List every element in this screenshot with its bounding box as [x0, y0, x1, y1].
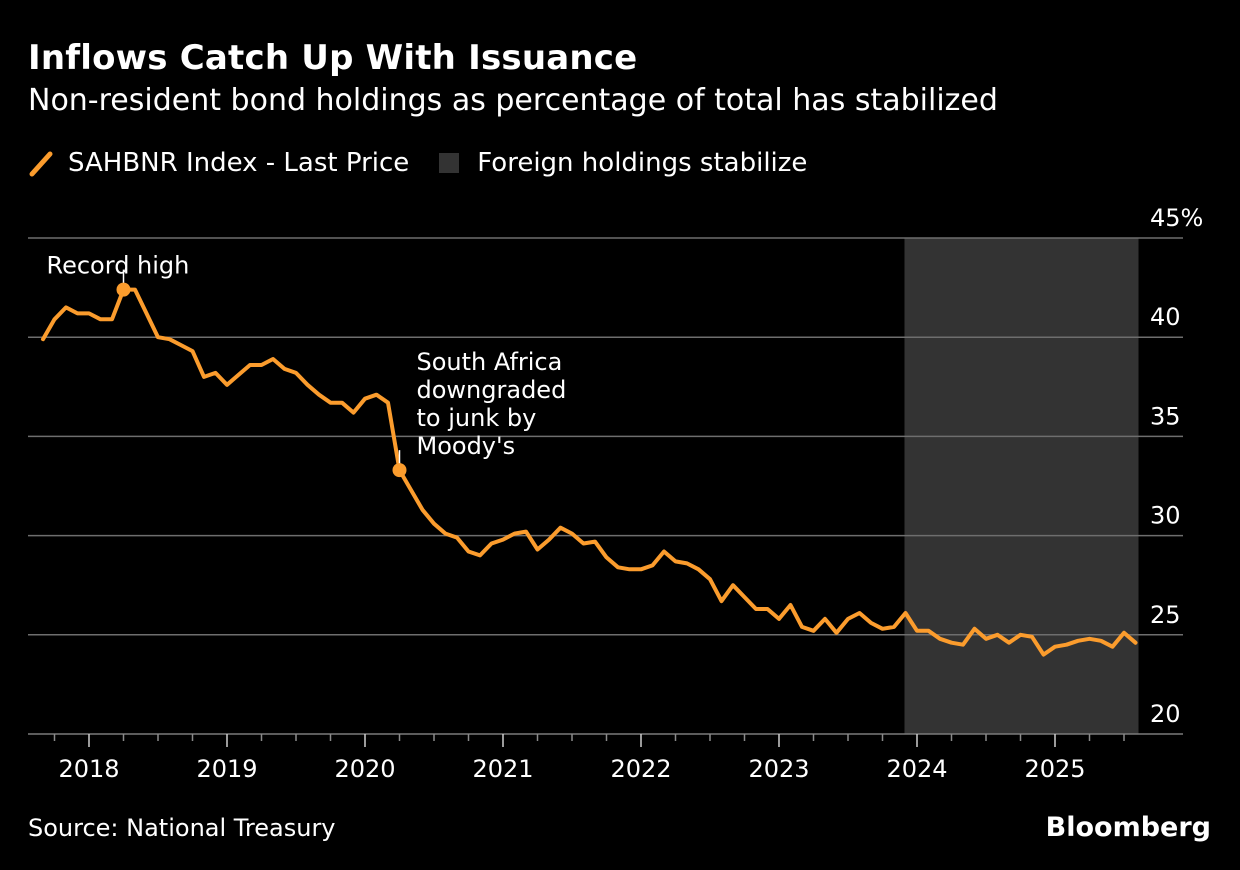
legend-line-icon: [29, 151, 53, 177]
y-tick-label: 25: [1150, 601, 1181, 629]
y-tick-label: 35: [1150, 402, 1181, 430]
annotation-line: to junk by: [417, 404, 537, 432]
y-tick-label: 30: [1150, 502, 1181, 530]
legend-item-shaded: Foreign holdings stabilize: [439, 148, 807, 178]
x-tick-label-2020: 2020: [334, 755, 395, 783]
annotation-line: downgraded: [417, 376, 567, 404]
x-tick-label-2021: 2021: [472, 755, 533, 783]
shaded-region-layer: [904, 238, 1139, 734]
annotation-label-0: Record high: [47, 252, 190, 280]
x-axis: 2018 2019 2020 2021 2022 2023 2024 2025: [28, 733, 1183, 783]
legend-label-series: SAHBNR Index - Last Price: [68, 148, 410, 178]
shaded-region-0: [904, 238, 1139, 734]
legend-box-icon: [439, 153, 460, 173]
legend-item-series: SAHBNR Index - Last Price: [28, 148, 409, 178]
x-tick-label-2025: 2025: [1024, 755, 1085, 783]
bloomberg-logo: Bloomberg: [1045, 812, 1211, 843]
series-line-0: [41, 287, 1138, 657]
legend: SAHBNR Index - Last Price Foreign holdin…: [28, 148, 837, 178]
legend-label-shaded: Foreign holdings stabilize: [477, 148, 808, 178]
y-tick-label: 20: [1150, 700, 1181, 728]
annotation-marker: [116, 282, 131, 297]
y-axis: 20 25 30 35 40 45%: [1150, 204, 1203, 728]
annotation-line: South Africa: [417, 348, 563, 376]
x-tick-label-2023: 2023: [748, 755, 809, 783]
annotation-layer: Record high South Africa downgraded to junk…: [47, 252, 567, 478]
gridline-layer: [28, 237, 1183, 636]
x-tick-label-2018: 2018: [58, 755, 119, 783]
y-tick-label: 45%: [1150, 204, 1203, 232]
annotation-label-1: South Africa downgraded to junk by Moody's: [417, 348, 567, 460]
chart-title: Inflows Catch Up With Issuance: [28, 38, 638, 78]
series-layer: [41, 287, 1138, 657]
source-note: Source: National Treasury: [28, 814, 336, 842]
x-tick-label-2024: 2024: [886, 755, 947, 783]
chart-subtitle: Non-resident bond holdings as percentage…: [28, 83, 998, 118]
annotation-line: Moody's: [417, 432, 516, 460]
x-tick-label-2022: 2022: [610, 755, 671, 783]
y-tick-label: 40: [1150, 303, 1181, 331]
annotation-marker: [392, 463, 407, 478]
x-tick-label-2019: 2019: [196, 755, 257, 783]
